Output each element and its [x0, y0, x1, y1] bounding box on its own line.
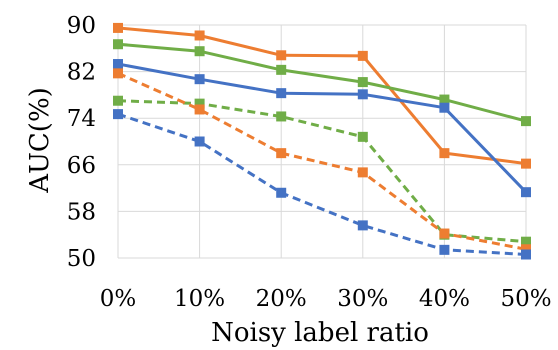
series-3	[113, 59, 531, 198]
data-point	[521, 116, 531, 127]
data-point	[521, 187, 531, 198]
data-point	[521, 236, 531, 247]
data-point	[113, 68, 123, 79]
data-point	[357, 50, 368, 61]
series-line	[117, 99, 527, 244]
y-axis-tick-labels: 50 58 66 74 82 90	[67, 13, 96, 272]
data-point	[194, 136, 205, 147]
series-5	[113, 68, 531, 255]
data-point	[276, 148, 287, 159]
series-1	[113, 22, 531, 169]
data-point	[357, 167, 368, 178]
y-tick-label: 58	[67, 199, 96, 225]
series-line	[117, 42, 527, 123]
data-point	[439, 102, 450, 113]
x-tick-label: 50%	[500, 286, 551, 312]
y-tick-label: 90	[67, 13, 96, 39]
data-point	[113, 95, 123, 106]
data-point	[276, 111, 287, 122]
data-point	[113, 59, 123, 70]
data-point	[439, 94, 450, 105]
x-axis-title: Noisy label ratio	[211, 318, 429, 348]
data-point	[521, 249, 531, 260]
data-point	[194, 30, 205, 41]
data-point	[113, 109, 123, 120]
data-point	[194, 46, 205, 57]
data-point	[276, 64, 287, 75]
data-point	[194, 104, 205, 115]
data-point	[357, 220, 368, 231]
y-tick-label: 66	[67, 153, 96, 179]
data-point	[194, 74, 205, 85]
y-tick-label: 50	[67, 246, 96, 272]
data-point	[276, 50, 287, 61]
y-tick-label: 82	[67, 60, 96, 86]
series-line	[117, 71, 527, 251]
series-line	[117, 62, 528, 194]
series-6	[113, 109, 531, 260]
x-tick-label: 20%	[256, 286, 307, 312]
x-tick-label: 40%	[419, 286, 470, 312]
data-point	[521, 244, 531, 255]
data-point	[357, 131, 368, 142]
y-tick-label: 74	[67, 106, 96, 132]
data-point	[113, 39, 123, 50]
data-point	[357, 89, 368, 100]
data-point	[439, 244, 450, 255]
data-point	[276, 187, 287, 198]
x-axis-tick-labels: 0% 10% 20% 30% 40% 50%	[100, 286, 552, 312]
x-tick-label: 0%	[100, 286, 137, 312]
series-2	[113, 39, 531, 127]
gridlines	[117, 24, 527, 259]
data-point	[113, 22, 123, 33]
series-lines	[113, 22, 531, 260]
y-axis-title: AUC(%)	[25, 87, 55, 194]
series-line	[117, 26, 527, 166]
data-point	[194, 98, 205, 109]
data-point	[357, 77, 368, 88]
data-point	[439, 228, 450, 239]
data-point	[521, 158, 531, 169]
data-point	[276, 88, 287, 99]
x-tick-label: 10%	[174, 286, 225, 312]
series-line	[117, 112, 527, 256]
data-point	[439, 148, 450, 159]
x-tick-label: 30%	[337, 286, 388, 312]
